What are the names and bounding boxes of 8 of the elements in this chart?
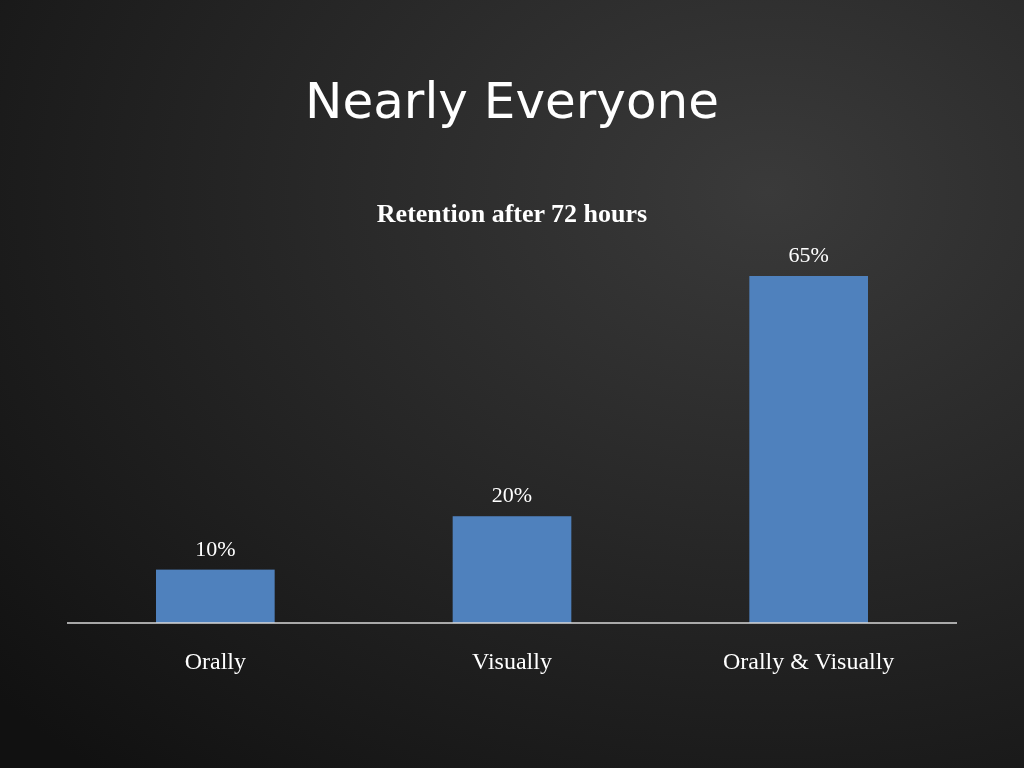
data-label: 10%	[195, 535, 236, 561]
chart-subtitle: Retention after 72 hours	[376, 199, 648, 228]
chart-title: Nearly Everyone	[305, 72, 719, 130]
x-tick-label: Visually	[472, 648, 552, 674]
x-tick-label: Orally & Visually	[722, 648, 895, 674]
x-tick-label: Orally	[184, 648, 246, 674]
data-label: 65%	[788, 242, 829, 267]
data-label: 20%	[491, 482, 533, 508]
